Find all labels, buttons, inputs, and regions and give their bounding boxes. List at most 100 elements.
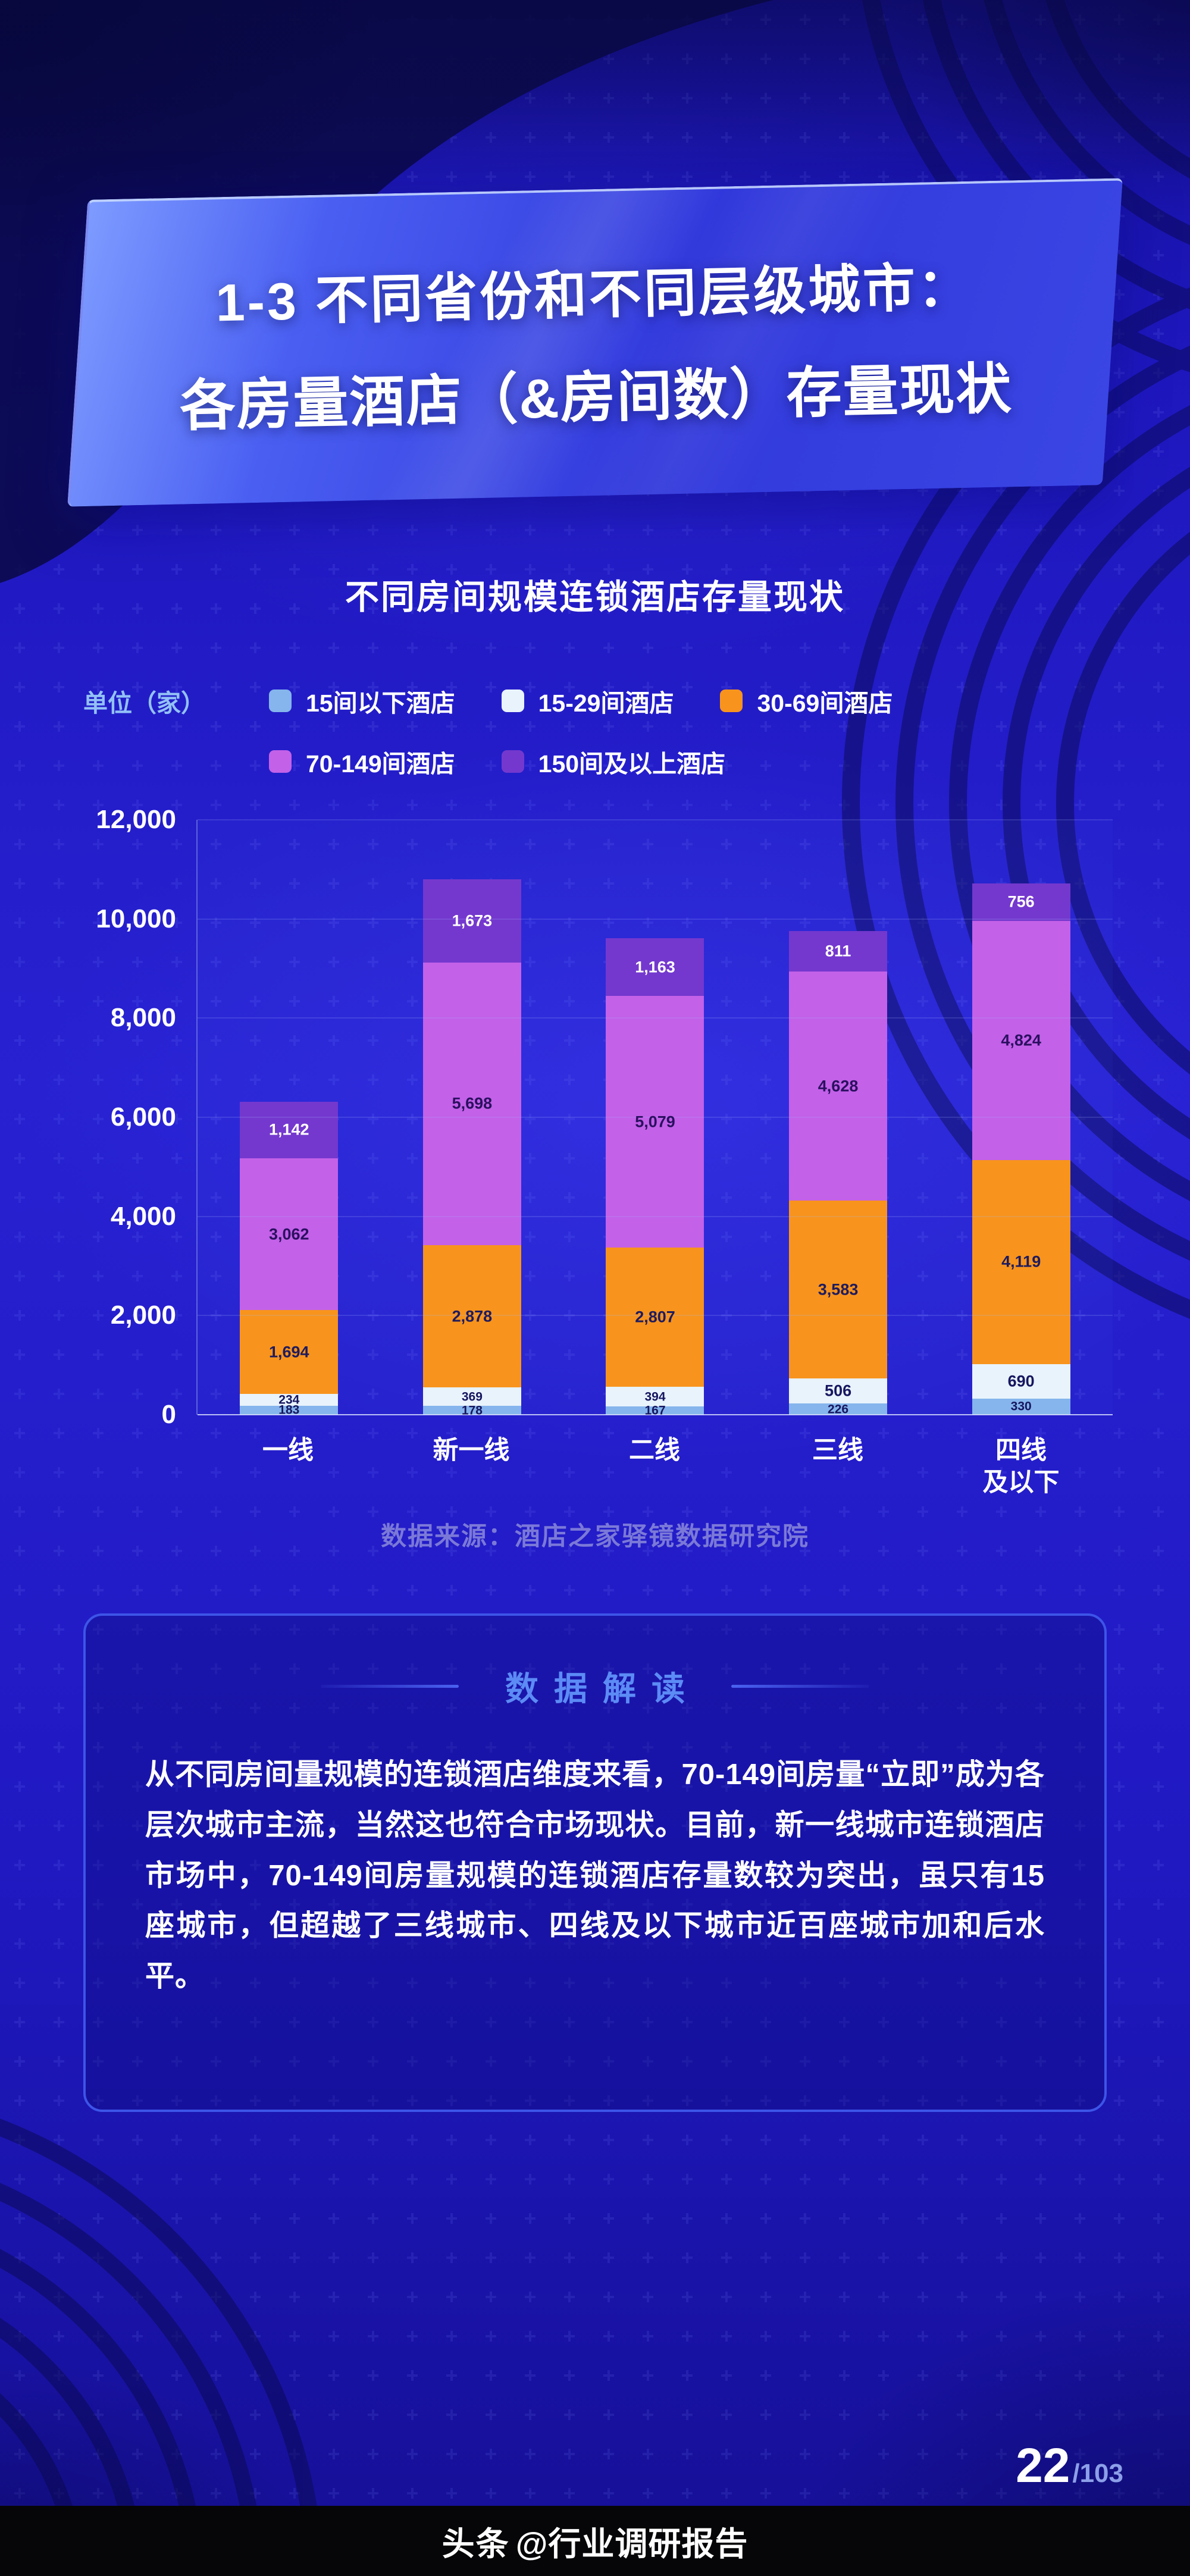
bar-三线: 226 506 3,583 4,628 811 [789,931,888,1417]
bar-segment: 2,878 [422,1245,521,1388]
footer-bar: 头条 @行业调研报告 [0,2506,1190,2576]
gridline [198,918,1113,920]
toutiao-logo-text: 头条 [441,2525,510,2562]
bar-segment: 3,583 [789,1201,888,1379]
y-tick-label: 8,000 [110,1003,176,1033]
bar-segment: 756 [972,883,1070,921]
gridline [198,819,1113,820]
bar-segment: 1,673 [422,879,521,963]
bar-segment: 4,824 [972,920,1070,1160]
segment-value-label: 1,163 [635,958,675,976]
legend-item: 15间以下酒店 [269,683,455,719]
gridline [198,1215,1113,1217]
legend-row-1: 单位（家） 15间以下酒店 15-29间酒店 30-69间酒店 [83,683,1107,719]
legend-item: 150间及以上酒店 [501,744,726,779]
insight-heading: 数据解读 [505,1670,700,1707]
segment-value-label: 2,878 [452,1307,493,1325]
legend-label: 15间以下酒店 [306,690,455,717]
bar-segment: 1,142 [240,1101,339,1158]
insight-body: 从不同房间量规模的连锁酒店维度来看，70-149间房量“立即”成为各层次城市主流… [145,1759,1045,1993]
x-axis-label: 二线 [629,1436,680,1465]
segment-value-label: 4,824 [1001,1031,1041,1049]
segment-value-label: 756 [1007,892,1035,911]
insight-header: 数据解读 [145,1662,1045,1710]
bar-segment: 3,062 [240,1158,339,1311]
segment-value-label: 234 [278,1393,300,1407]
segment-value-label: 167 [644,1403,666,1418]
chart-title: 不同房间规模连锁酒店存量现状 [345,578,845,616]
bar-segment: 178 [422,1404,521,1417]
title-banner: 1-3 不同省份和不同层级城市： 各房量酒店（&房间数）存量现状 [74,178,1116,506]
segment-value-label: 5,079 [635,1112,675,1131]
legend-swatch [269,690,292,712]
segment-value-label: 226 [828,1402,849,1417]
legend-label: 70-149间酒店 [306,750,455,778]
bar-segment: 811 [789,931,888,972]
x-axis-label: 一线 [262,1436,314,1465]
page-title-line1: 1-3 不同省份和不同层级城市： [215,257,973,332]
x-axis-label: 四线 及以下 [982,1436,1060,1497]
bar-segment: 369 [422,1387,521,1406]
segment-value-label: 5,698 [452,1094,493,1112]
page-title-line2: 各房量酒店（&房间数）存量现状 [179,357,1013,437]
y-tick-label: 2,000 [110,1300,176,1330]
heading-line-right [731,1685,869,1688]
legend-swatch [269,750,292,773]
heading-line-left [321,1685,459,1688]
y-tick-label: 0 [161,1400,176,1429]
bar-segment: 4,119 [972,1159,1070,1364]
bar-segment: 1,694 [240,1310,339,1394]
chart-legend: 单位（家） 15间以下酒店 15-29间酒店 30-69间酒店 70-149间酒店 1… [83,683,1107,779]
segment-value-label: 330 [1010,1399,1032,1414]
bar-chart: 12,000 10,000 8,000 6,000 4,000 2,000 0 183 234… [77,805,1113,1499]
bar-segment: 1,163 [606,938,704,996]
segment-value-label: 690 [1007,1372,1035,1390]
bar-segment: 226 [789,1402,888,1417]
bar-segment: 690 [972,1364,1070,1399]
bar-segment: 167 [606,1403,704,1418]
segment-value-label: 369 [461,1390,483,1404]
segment-value-label: 3,583 [818,1280,859,1299]
segment-value-label: 394 [644,1390,666,1404]
segment-value-label: 811 [825,942,851,960]
y-tick-label: 10,000 [96,904,176,933]
x-axis-label: 三线 [812,1436,863,1465]
bar-segment: 2,807 [606,1248,704,1387]
segment-value-label: 4,119 [1001,1252,1041,1271]
y-tick-label: 12,000 [96,805,176,834]
segment-value-label: 2,807 [635,1308,675,1326]
segment-value-label: 1,142 [269,1120,309,1139]
legend-swatch [720,690,743,712]
bar-新一线: 178 369 2,878 5,698 1,673 [422,879,521,1417]
bar-segment: 183 [240,1404,339,1417]
page-current: 22 [1016,2439,1070,2493]
bar-一线: 183 234 1,694 3,062 1,142 [240,1101,339,1417]
legend-label: 30-69间酒店 [757,690,893,717]
x-axis-label: 新一线 [433,1436,510,1465]
y-axis: 12,000 10,000 8,000 6,000 4,000 2,000 0 [77,805,196,1429]
x-axis: 一线 新一线 二线 三线 四线 及以下 [196,1435,1113,1499]
page-number: 22 /103 [1016,2438,1123,2494]
legend-item: 15-29间酒店 [501,683,674,719]
legend-label: 15-29间酒店 [538,690,674,717]
legend-row-2: 70-149间酒店 150间及以上酒店 [83,744,1107,779]
bar-segment: 234 [240,1393,339,1407]
legend-swatch [501,750,524,773]
legend-swatch [501,690,524,712]
segment-value-label: 506 [825,1381,852,1400]
segment-value-label: 4,628 [818,1077,859,1095]
segment-value-label: 3,062 [269,1225,309,1243]
legend-label: 150间及以上酒店 [538,750,726,778]
legend-item: 70-149间酒店 [269,744,455,779]
legend-item: 30-69间酒店 [720,683,892,719]
bar-segment: 5,079 [606,996,704,1248]
segment-value-label: 1,673 [452,911,493,930]
gridline [198,1017,1113,1019]
y-tick-label: 4,000 [110,1201,176,1231]
account-handle: @行业调研报告 [515,2525,749,2562]
plot-area: 183 234 1,694 3,062 1,142 178 369 2,878 5,698 1,6… [196,819,1113,1418]
insight-card: 数据解读 从不同房间量规模的连锁酒店维度来看，70-149间房量“立即”成为各层… [83,1613,1107,2112]
bar-segment: 4,628 [789,971,888,1201]
bar-segment: 506 [789,1378,888,1404]
bar-segment: 394 [606,1387,704,1407]
